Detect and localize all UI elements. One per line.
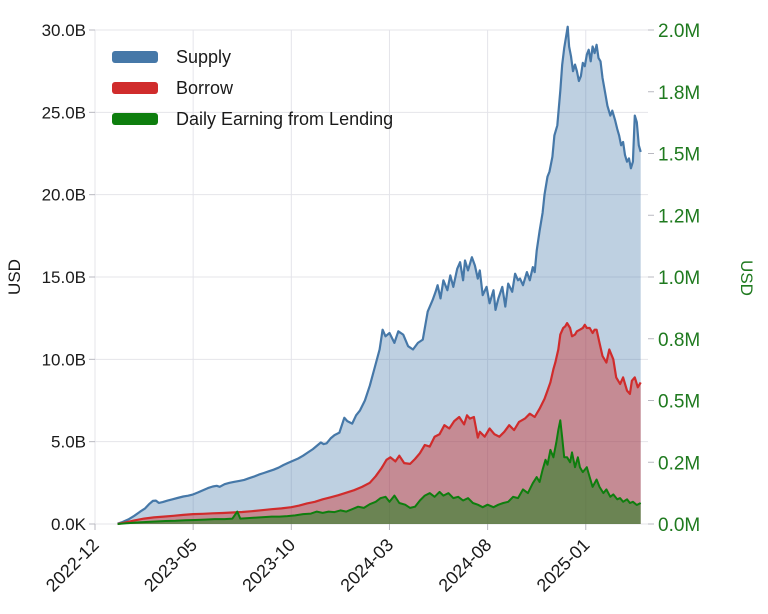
left-axis-tick-label: 5.0B — [51, 433, 86, 452]
right-axis-title: USD — [737, 260, 756, 296]
series-area-daily-earning-from-lending — [117, 420, 641, 524]
legend-item-supply: Supply — [112, 47, 231, 67]
series-area-borrow — [117, 323, 641, 524]
left-axis-title: USD — [5, 259, 24, 295]
legend-item-daily-earning-from-lending: Daily Earning from Lending — [112, 109, 393, 129]
legend-swatch-icon — [112, 82, 158, 94]
left-axis-tick-label: 20.0B — [42, 186, 86, 205]
series-area-supply — [117, 26, 641, 524]
left-axis-tick-label: 15.0B — [42, 268, 86, 287]
left-axis-tick-label: 10.0B — [42, 350, 86, 369]
left-axis-tick-label: 0.0K — [51, 515, 87, 534]
legend-swatch-icon — [112, 51, 158, 63]
series-line-daily-earning-from-lending — [117, 419, 642, 525]
legend-swatch-icon — [112, 113, 158, 125]
right-axis-tick-label: 1.8M — [658, 83, 700, 104]
legend-item-borrow: Borrow — [112, 78, 234, 98]
right-axis-tick-label: 1.5M — [658, 145, 700, 166]
left-axis-tick-label: 30.0B — [42, 21, 86, 40]
series-line-borrow — [117, 322, 642, 526]
right-axis-tick-label: 1.0M — [658, 268, 700, 289]
series-line-supply — [117, 25, 642, 525]
right-axis-tick-label: 0.0M — [658, 515, 700, 536]
right-axis-tick-label: 2.0M — [658, 21, 700, 42]
legend-label: Daily Earning from Lending — [176, 109, 393, 129]
right-axis-tick-label: 0.8M — [658, 330, 700, 351]
right-axis-tick-label: 0.5M — [658, 392, 700, 413]
legend-label: Borrow — [176, 78, 234, 98]
right-axis-tick-label: 0.2M — [658, 453, 700, 474]
right-axis-tick-label: 1.2M — [658, 206, 700, 227]
left-axis-tick-label: 25.0B — [42, 103, 86, 122]
legend-label: Supply — [176, 47, 231, 67]
